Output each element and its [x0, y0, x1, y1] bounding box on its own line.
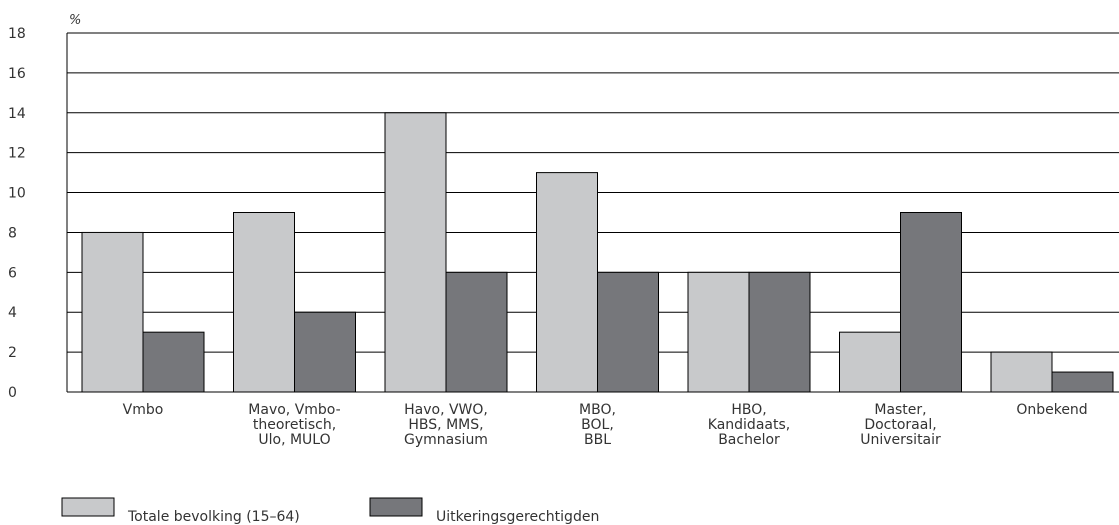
legend-label: Uitkeringsgerechtigden	[436, 509, 599, 525]
x-category-label: Havo, VWO, HBS, MMS, Gymnasium	[404, 402, 488, 448]
y-tick-label: 8	[8, 225, 17, 241]
x-category-label-line: BBL	[584, 432, 611, 448]
x-category-label-line: Vmbo	[123, 402, 164, 418]
legend-swatch	[61, 497, 115, 517]
y-tick-label: 0	[8, 385, 17, 401]
bars	[81, 112, 1114, 393]
bar	[233, 212, 295, 393]
bar	[597, 271, 659, 393]
bar	[142, 331, 205, 393]
x-category-label-line: Bachelor	[718, 432, 780, 448]
bar	[445, 271, 508, 393]
x-category-label-line: Gymnasium	[404, 432, 488, 448]
x-category-label-line: MBO,	[579, 402, 616, 418]
y-tick-label: 2	[8, 345, 17, 361]
category-labels: Vmbo Mavo, Vmbo-theoretisch, Ulo, MULO Havo…	[123, 402, 1088, 448]
y-tick-labels: 0 2 4 6 8 10 12 14 16 18	[8, 26, 26, 401]
x-category-label-line: HBO,	[731, 402, 766, 418]
x-category-label-line: Kandidaats,	[708, 417, 790, 433]
y-tick-label: 18	[8, 26, 26, 42]
x-category-label: MBO, BOL, BBL	[579, 402, 616, 448]
x-category-label-line: Universitair	[860, 432, 941, 448]
bar	[839, 331, 901, 393]
bar	[990, 351, 1053, 393]
legend: Totale bevolking (15–64) Uitkeringsgerech…	[61, 497, 599, 525]
bar	[81, 231, 144, 393]
bar	[900, 212, 962, 393]
y-tick-label: 14	[8, 106, 26, 122]
x-category-label-line: Havo, VWO,	[404, 402, 488, 418]
y-tick-label: 16	[8, 66, 26, 82]
x-category-label-line: Doctoraal,	[864, 417, 936, 433]
x-category-label-line: HBS, MMS,	[408, 417, 483, 433]
x-category-label-line: Mavo, Vmbo-	[248, 402, 340, 418]
x-category-label: HBO, Kandidaats, Bachelor	[708, 402, 790, 448]
bar	[294, 311, 356, 393]
x-category-label: Onbekend	[1016, 402, 1087, 418]
y-tick-label: 6	[8, 265, 17, 281]
bar	[536, 172, 598, 393]
bar	[687, 271, 750, 393]
bar	[748, 271, 811, 393]
axes	[66, 33, 1119, 393]
x-category-label: Mavo, Vmbo-theoretisch, Ulo, MULO	[248, 402, 340, 448]
x-category-label: Master, Doctoraal, Universitair	[860, 402, 941, 448]
x-category-label-line: Ulo, MULO	[258, 432, 330, 448]
y-tick-label: 12	[8, 146, 26, 162]
x-category-label-line: Onbekend	[1016, 402, 1087, 418]
bar	[384, 112, 447, 393]
y-tick-label: 4	[8, 305, 17, 321]
x-category-label-line: Master,	[874, 402, 926, 418]
x-category-label: Vmbo	[123, 402, 164, 418]
y-tick-label: 10	[8, 186, 26, 202]
y-unit-label: %	[69, 13, 81, 28]
x-category-label-line: BOL,	[581, 417, 614, 433]
bar	[1051, 371, 1114, 393]
legend-swatch	[369, 497, 423, 517]
x-category-label-line: theoretisch,	[253, 417, 336, 433]
legend-label: Totale bevolking (15–64)	[127, 509, 300, 525]
